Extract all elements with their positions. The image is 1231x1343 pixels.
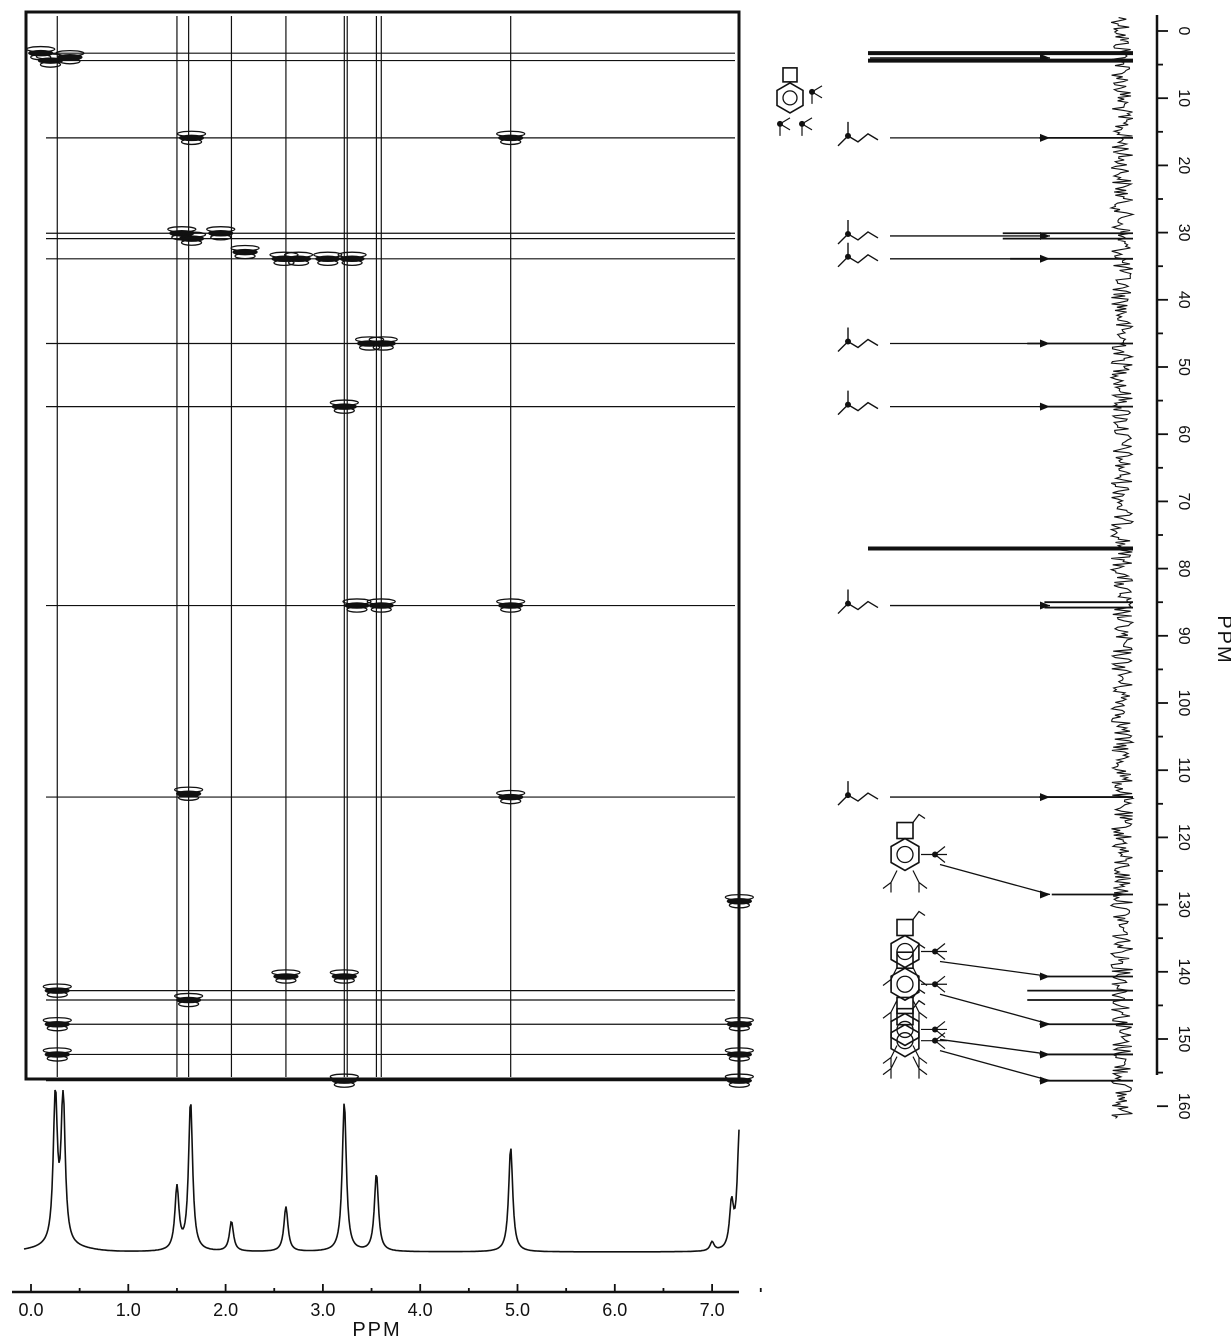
map-guide-lines	[46, 16, 735, 1082]
proton-tick-label: 5.0	[505, 1300, 530, 1320]
cross-peak	[329, 969, 359, 984]
structure-sketch	[882, 999, 947, 1079]
carbon-tick-label: 90	[1175, 627, 1192, 645]
cross-peak	[42, 1016, 72, 1032]
carbon-tick-label: 100	[1175, 690, 1192, 717]
assignment-arrow	[939, 993, 1051, 1025]
arrow-head	[1040, 1050, 1050, 1059]
structure-sketch	[837, 781, 879, 806]
structure-sketch	[837, 219, 879, 245]
proton-tick-label: 1.0	[116, 1300, 141, 1320]
cross-peak	[206, 226, 236, 241]
carbon-tick-label: 160	[1175, 1093, 1192, 1120]
structure-sketch	[837, 327, 879, 352]
cross-peak	[55, 49, 85, 65]
carbon-spectrum: 0 10 20 30 40 50 60 70 80 90 100 110 120 130 140 150 160…	[868, 15, 1231, 1120]
cross-peak	[271, 969, 301, 984]
arrow-head	[1040, 601, 1050, 610]
cross-peak	[283, 251, 314, 267]
carbon-tick-label: 20	[1175, 157, 1192, 175]
arrow-head	[1040, 254, 1050, 263]
proton-spectrum: 0.0 1.0 2.0 3.0 4.0 5.0 6.0 7.0 PPM	[12, 1089, 762, 1341]
carbon-tick-label: 140	[1175, 958, 1192, 985]
proton-tick-label: 0.0	[18, 1300, 43, 1320]
structure-sketch	[837, 390, 879, 416]
carbon-tick-label: 110	[1175, 757, 1192, 783]
cross-peak	[496, 789, 526, 805]
arrow-head	[1040, 339, 1050, 348]
structure-sketch	[837, 242, 879, 268]
arrow-head	[1040, 793, 1050, 802]
cross-peak	[230, 244, 260, 260]
arrow-head	[1040, 1020, 1050, 1029]
proton-tick-label: 6.0	[602, 1300, 627, 1320]
carbon-tick-label: 60	[1175, 425, 1192, 443]
carbon-spectrum-peaks	[868, 51, 1133, 1082]
arrow-head	[1040, 890, 1050, 899]
carbon-tick-label: 40	[1175, 291, 1192, 309]
proton-tick-label: 3.0	[310, 1300, 335, 1320]
assignment-arrow	[939, 1050, 1051, 1082]
cross-peak	[176, 231, 207, 246]
assignment-arrow	[939, 1038, 1051, 1056]
arrow-head	[1040, 402, 1050, 411]
carbon-axis-ticks: 0 10 20 30 40 50 60 70 80 90 100 110 120 130 140 150 160	[1157, 27, 1192, 1120]
contour-map	[24, 10, 754, 1088]
carbon-tick-label: 50	[1175, 358, 1192, 376]
proton-axis-ticks: 0.0 1.0 2.0 3.0 4.0 5.0 6.0 7.0	[18, 1284, 762, 1320]
cross-peak	[42, 1047, 72, 1062]
cross-peak	[368, 336, 398, 351]
cross-peak	[42, 983, 72, 998]
carbon-tick-label: 30	[1175, 224, 1192, 242]
arrow-head	[1040, 972, 1050, 981]
proton-tick-label: 7.0	[700, 1300, 725, 1320]
carbon-tick-label: 80	[1175, 560, 1192, 578]
cross-peak	[173, 786, 204, 801]
cross-peak	[176, 130, 207, 146]
cross-peak	[329, 399, 359, 414]
cross-peak	[496, 598, 526, 613]
structure-sketch	[882, 813, 947, 893]
carbon-tick-label: 120	[1175, 824, 1192, 851]
carbon-tick-label: 130	[1175, 891, 1192, 918]
structure-sketch	[882, 943, 947, 1023]
cross-peak	[496, 130, 526, 146]
structure-sketch	[776, 67, 823, 136]
proton-axis-label: PPM	[352, 1319, 401, 1341]
carbon-axis-label: PPM	[1213, 615, 1231, 664]
proton-tick-label: 4.0	[408, 1300, 433, 1320]
carbon-spectrum-trace	[1108, 17, 1136, 1119]
cross-peak	[173, 992, 204, 1008]
arrow-head	[1040, 231, 1050, 240]
contour-map-frame	[24, 10, 741, 1081]
carbon-tick-label: 0	[1175, 27, 1192, 36]
map-cross-peaks	[26, 45, 754, 1088]
cross-peak	[337, 251, 367, 267]
structure-sketch	[837, 121, 879, 147]
cross-peak	[366, 598, 396, 613]
carbon-tick-label: 70	[1175, 493, 1192, 511]
assignment-arrow	[939, 960, 1051, 978]
carbon-tick-label: 10	[1175, 89, 1192, 107]
carbon-tick-label: 150	[1175, 1026, 1192, 1053]
arrow-head	[1040, 133, 1050, 142]
proton-spectrum-trace	[23, 1089, 740, 1253]
assignment-pointers	[776, 53, 1051, 1085]
proton-tick-label: 2.0	[213, 1300, 238, 1320]
arrow-head	[1040, 53, 1050, 62]
assignment-arrow	[939, 863, 1051, 896]
arrow-head	[1040, 1076, 1050, 1085]
structure-sketch	[837, 589, 879, 615]
